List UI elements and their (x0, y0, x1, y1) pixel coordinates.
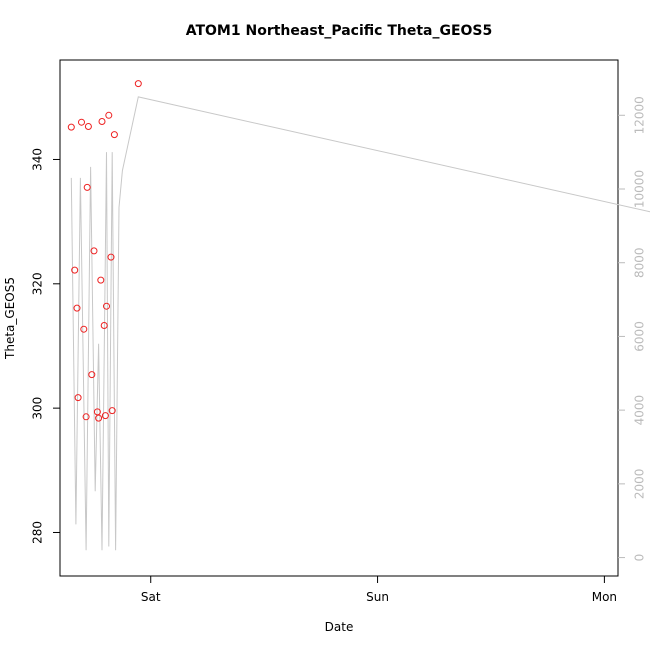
chart-title: ATOM1 Northeast_Pacific Theta_GEOS5 (186, 23, 493, 39)
y-tick-label: 300 (31, 397, 45, 420)
altitude-line (70, 96, 650, 551)
data-point-series-1 (80, 325, 88, 333)
x-tick-label: Sun (366, 590, 389, 604)
y2-tick-label: 4000 (633, 395, 647, 426)
x-axis-label: Date (325, 620, 354, 634)
y-axis-label: Theta_GEOS5 (3, 277, 17, 360)
data-point-series-1 (90, 247, 98, 255)
data-point-series-1 (84, 123, 92, 130)
y-axis: 280 300 320 340 (31, 148, 60, 544)
points-layer (67, 80, 142, 422)
y2-tick-label: 8000 (633, 247, 647, 278)
data-point-series-1 (107, 253, 115, 261)
data-point-series-1 (73, 304, 81, 312)
data-point-series-1 (108, 407, 116, 415)
y-tick-label: 320 (31, 272, 45, 295)
y2-tick-label: 6000 (633, 321, 647, 352)
data-point-series-1 (83, 183, 91, 191)
x-tick-label: Sat (141, 590, 161, 604)
data-point-series-1 (103, 302, 110, 310)
data-point-series-1 (71, 266, 79, 274)
data-point-series-1 (100, 322, 108, 329)
data-point-series-1 (97, 276, 105, 284)
y2-tick-label: 2000 (633, 469, 647, 500)
y2-tick-label: 0 (633, 554, 647, 562)
data-point-series-1 (78, 118, 85, 126)
y2-axis: 0 2000 4000 6000 8000 10000 12000 (618, 96, 647, 561)
data-point-series-1 (101, 412, 109, 420)
y2-tick-label: 10000 (633, 170, 647, 208)
data-point-series-1 (98, 118, 106, 125)
y-tick-label: 340 (31, 148, 45, 171)
y2-tick-label: 12000 (633, 96, 647, 134)
data-point-series-1 (82, 413, 90, 421)
x-axis: SatSunMonTue (141, 576, 617, 604)
data-point-series-1 (134, 80, 142, 88)
x-tick-label: Mon (592, 590, 617, 604)
data-point-series-1 (105, 111, 113, 119)
plot-frame (59, 59, 619, 577)
data-point-series-1 (88, 371, 96, 379)
data-point-series-1 (110, 131, 118, 139)
data-point-series-1 (74, 394, 82, 402)
data-point-series-1 (67, 123, 75, 131)
altitude-line-layer (70, 96, 650, 551)
y-tick-label: 280 (31, 521, 45, 544)
data-point-series-1 (95, 414, 103, 422)
